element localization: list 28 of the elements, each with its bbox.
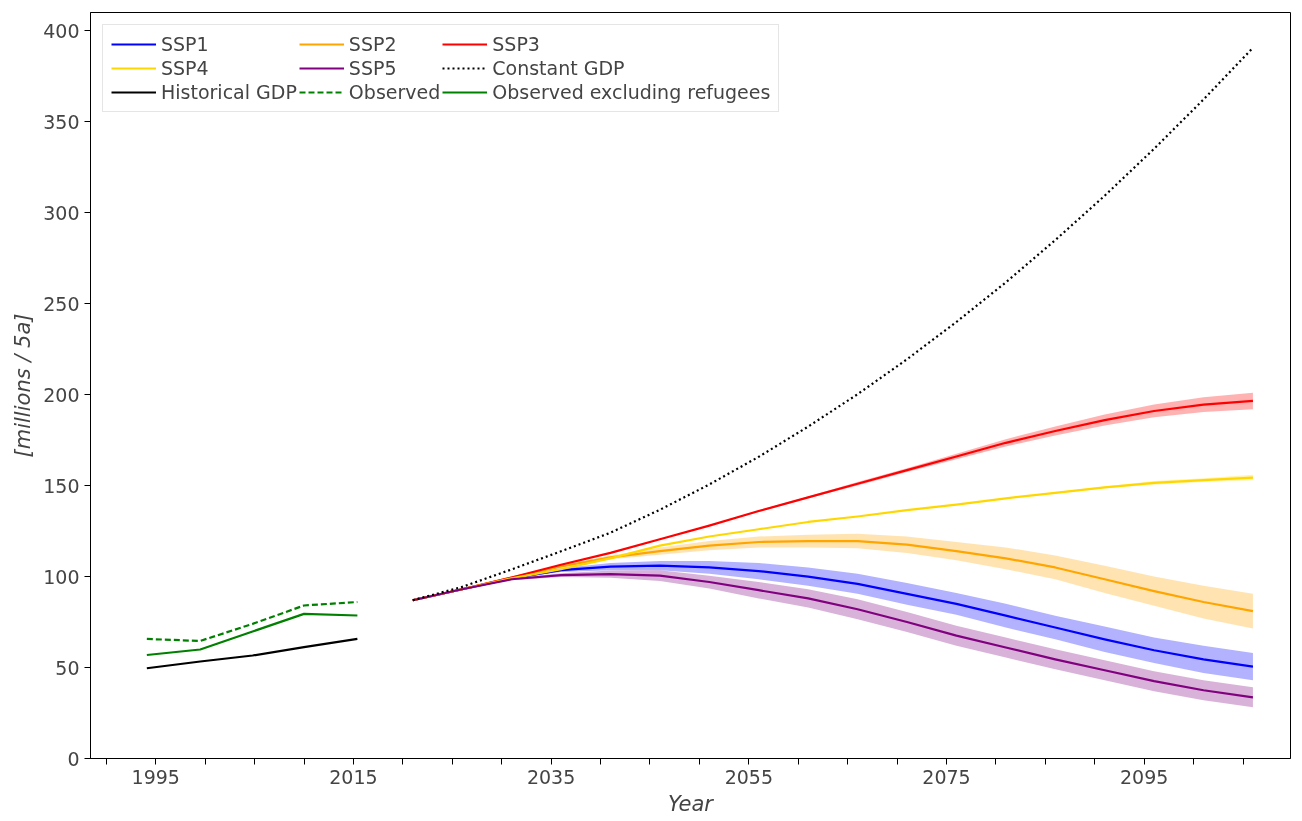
y-tick-label: 400 — [43, 19, 80, 42]
x-axis-title: Year — [668, 791, 715, 816]
x-tick-label: 2095 — [1120, 765, 1169, 788]
y-tick-label: 100 — [43, 565, 80, 588]
legend-label: SSP4 — [161, 57, 209, 79]
legend-label: SSP5 — [348, 57, 397, 79]
y-tick-label: 300 — [43, 201, 80, 224]
line-series — [145, 637, 359, 670]
line-series — [145, 612, 359, 657]
legend-label: SSP1 — [161, 33, 209, 55]
x-tick-label: 2015 — [329, 765, 378, 788]
x-tick-label: 2075 — [922, 765, 971, 788]
legend-label: Observed excluding refugees — [492, 81, 771, 103]
y-tick-label: 0 — [67, 747, 80, 770]
y-axis-title: [millions / 5a] — [11, 313, 36, 458]
y-tick-label: 250 — [43, 292, 80, 315]
legend-label: SSP2 — [348, 33, 397, 55]
x-tick-label: 2035 — [526, 765, 576, 788]
y-tick-label: 200 — [43, 383, 80, 406]
y-tick-label: 150 — [43, 474, 80, 497]
legend-label: Historical GDP — [161, 81, 297, 103]
legend-label: Observed — [348, 81, 441, 103]
x-tick-label: 1995 — [131, 765, 180, 788]
y-tick-label: 350 — [43, 110, 80, 133]
y-tick-label: 50 — [55, 656, 80, 679]
legend-label: Constant GDP — [492, 57, 625, 79]
legend-label: SSP3 — [492, 33, 540, 55]
x-tick-label: 2055 — [724, 765, 773, 788]
